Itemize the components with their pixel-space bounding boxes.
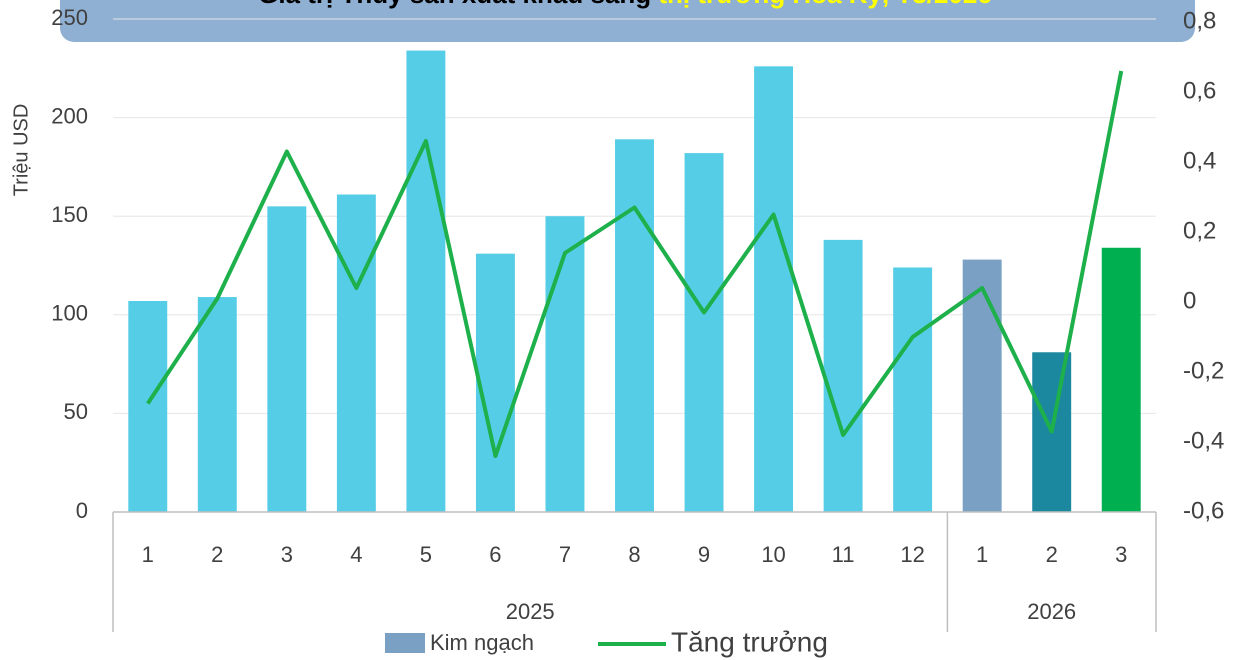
x-tick-label: 11 <box>832 542 855 567</box>
title-banner <box>60 0 1195 42</box>
legend-swatch <box>385 633 425 653</box>
y-tick-label: 50 <box>64 399 88 424</box>
x-tick-label: 7 <box>559 542 571 567</box>
bar <box>475 253 515 512</box>
group-label: 2025 <box>506 599 555 624</box>
x-tick-label: 2 <box>211 542 223 567</box>
y-tick-label: 200 <box>51 103 88 128</box>
y-axis-label: Triệu USD <box>10 104 32 197</box>
x-tick-label: 1 <box>142 542 154 567</box>
x-tick-label: 10 <box>761 542 785 567</box>
x-tick-label: 1 <box>976 542 988 567</box>
y-tick-label: 100 <box>51 301 88 326</box>
x-tick-label: 3 <box>281 542 293 567</box>
x-tick-label: 5 <box>420 542 432 567</box>
bar <box>197 297 237 512</box>
y2-tick-label: -0,6 <box>1183 497 1224 524</box>
y-tick-label: 0 <box>76 498 88 523</box>
x-tick-label: 6 <box>489 542 501 567</box>
y-tick-label: 250 <box>51 5 88 30</box>
y2-tick-label: -0,2 <box>1183 357 1224 384</box>
title-highlight: thị trường Hoa Kỳ, T3/2026 <box>658 0 992 9</box>
bar <box>962 259 1002 512</box>
x-tick-label: 12 <box>900 542 924 567</box>
title-text: Giá trị Thủy sản xuất khẩu sang <box>258 0 651 9</box>
x-tick-label: 8 <box>628 542 640 567</box>
group-label: 2026 <box>1027 599 1076 624</box>
y2-tick-label: 0,6 <box>1183 77 1216 104</box>
bar <box>893 267 933 512</box>
y-tick-label: 150 <box>51 202 88 227</box>
bar <box>336 194 376 512</box>
y2-tick-label: 0 <box>1183 287 1196 314</box>
bar <box>754 66 794 512</box>
bar <box>1101 247 1141 512</box>
bar <box>128 300 168 512</box>
chart-title: Giá trị Thủy sản xuất khẩu sang thị trườ… <box>258 0 992 9</box>
x-tick-label: 3 <box>1115 542 1127 567</box>
x-tick-label: 2 <box>1046 542 1058 567</box>
bar <box>615 139 654 513</box>
legend-label: Kim ngạch <box>430 630 534 655</box>
y2-tick-label: 0,8 <box>1183 7 1216 34</box>
y2-tick-label: -0,4 <box>1183 427 1224 454</box>
bar <box>267 206 307 512</box>
bar <box>684 153 724 512</box>
y2-tick-label: 0,2 <box>1183 217 1216 244</box>
bar <box>545 216 585 512</box>
y2-tick-label: 0,4 <box>1183 147 1216 174</box>
growth-line <box>146 70 1124 458</box>
bar <box>823 239 863 512</box>
x-tick-label: 9 <box>698 542 710 567</box>
legend-label: Tăng trưởng <box>671 626 828 657</box>
bar <box>406 50 446 512</box>
x-tick-label: 4 <box>350 542 362 567</box>
